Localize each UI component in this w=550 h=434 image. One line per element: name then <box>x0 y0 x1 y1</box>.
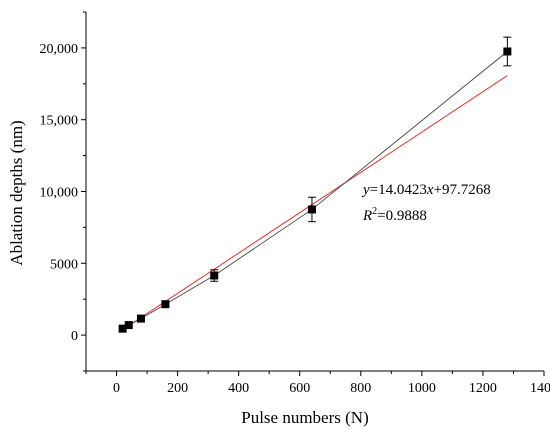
y-tick-label: 0 <box>71 329 78 344</box>
data-point <box>210 271 219 280</box>
y-tick-label: 20,000 <box>40 42 79 57</box>
eq-coef: =14.0423 <box>370 182 427 198</box>
eq-intercept: +97.7268 <box>434 182 491 198</box>
data-point <box>503 47 512 56</box>
axes <box>81 11 545 376</box>
x-tick-label: 1200 <box>469 381 497 396</box>
x-axis-title: Pulse numbers (N) <box>241 408 368 427</box>
eq-x: x <box>426 182 434 198</box>
y-tick-label: 10,000 <box>40 186 79 201</box>
plot-marks <box>118 36 512 333</box>
x-tick-label: 200 <box>167 381 188 396</box>
r2-r: R <box>362 208 372 224</box>
y-axis-title: Ablation depths (nm) <box>7 120 26 265</box>
r2-sup: 2 <box>372 206 377 217</box>
y-tick-label: 15,000 <box>40 114 79 129</box>
data-point <box>161 300 170 309</box>
data-point <box>118 324 127 333</box>
x-tick-label: 400 <box>228 381 249 396</box>
fit-equation: y=14.0423x+97.7268 <box>361 182 491 198</box>
y-tick-label: 5000 <box>50 257 78 272</box>
r-squared: R2=0.9888 <box>362 206 427 224</box>
x-tick-label: 800 <box>350 381 371 396</box>
fit-line <box>122 75 508 331</box>
data-point <box>307 205 316 214</box>
eq-y: y <box>361 182 370 198</box>
x-tick-label: 600 <box>289 381 310 396</box>
r2-value: =0.9888 <box>377 208 427 224</box>
x-tick-label: 1000 <box>408 381 436 396</box>
x-tick-label: 0 <box>113 381 120 396</box>
data-point <box>136 314 145 323</box>
data-point <box>124 321 133 330</box>
